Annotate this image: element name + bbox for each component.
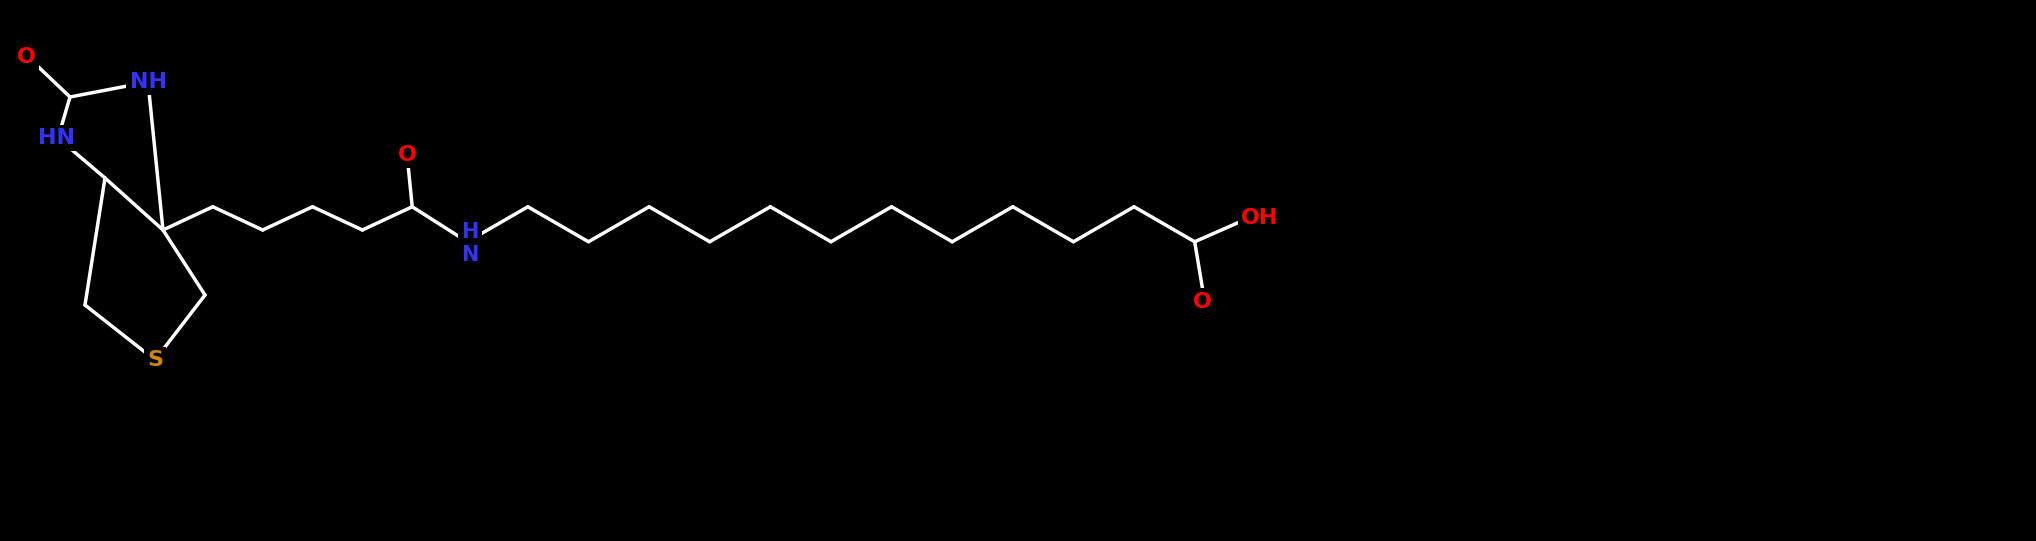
Text: HN: HN: [37, 128, 75, 148]
Text: O: O: [16, 47, 35, 67]
Text: O: O: [397, 145, 417, 165]
Text: NH: NH: [130, 72, 167, 92]
Text: S: S: [147, 350, 163, 370]
Text: H
N: H N: [462, 222, 478, 265]
Text: O: O: [1193, 292, 1211, 312]
Text: OH: OH: [1242, 208, 1279, 228]
